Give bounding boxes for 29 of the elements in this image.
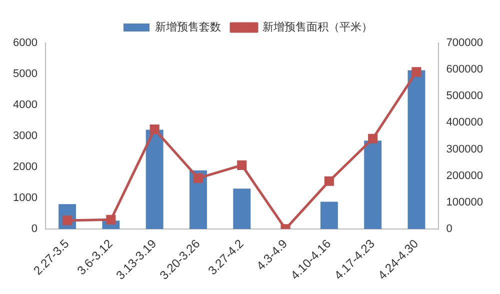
y2-tick-label: 0 <box>446 222 452 235</box>
y2-tick-label: 200000 <box>446 170 484 182</box>
y2-tick-label: 600000 <box>446 64 484 76</box>
legend-label: 新增预售套数 <box>155 20 221 34</box>
y-tick-label: 5000 <box>12 68 38 80</box>
y2-tick-label: 300000 <box>446 143 484 156</box>
point <box>150 124 160 134</box>
y2-tick-label: 500000 <box>446 90 484 102</box>
bar <box>146 130 164 229</box>
point <box>193 173 204 184</box>
y-tick-label: 2000 <box>12 161 38 174</box>
legend-label: 新增预售面积（平米） <box>262 20 372 34</box>
point <box>237 160 247 170</box>
bar <box>233 188 251 229</box>
bar <box>408 70 426 229</box>
point <box>106 214 116 224</box>
y-tick-label: 1000 <box>12 192 38 204</box>
y2-tick-label: 400000 <box>446 116 484 129</box>
bar <box>364 140 382 229</box>
point <box>324 176 334 186</box>
bar <box>320 202 338 229</box>
y-tick-label: 0 <box>31 222 38 235</box>
y-tick-label: 3000 <box>12 130 38 142</box>
y2-tick-label: 100000 <box>446 196 484 208</box>
y-tick-label: 4000 <box>12 99 38 112</box>
y-tick-label: 6000 <box>12 37 38 50</box>
point <box>368 134 378 144</box>
point <box>412 67 422 77</box>
y2-tick-label: 700000 <box>446 37 484 50</box>
